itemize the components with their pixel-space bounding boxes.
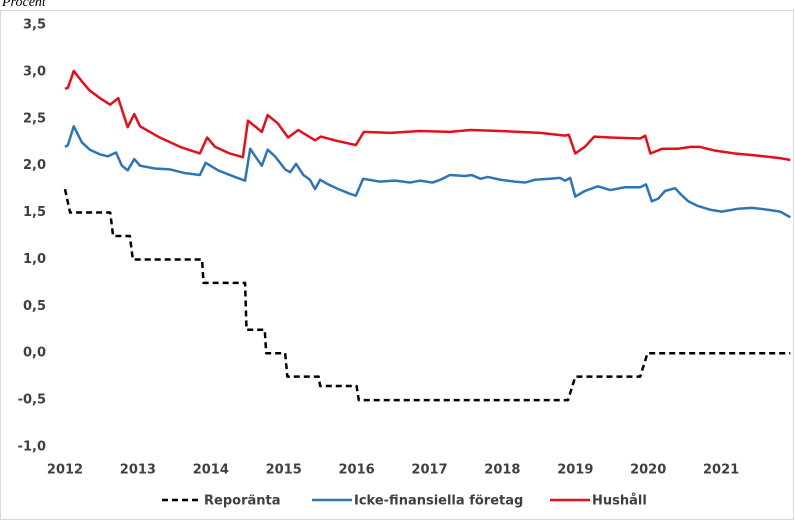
y-tick-label: 1,5	[23, 205, 46, 220]
x-tick-label: 2020	[630, 463, 666, 478]
y-tick-label: 3,5	[23, 18, 46, 33]
x-tick-label: 2015	[266, 463, 302, 478]
legend-label: Hushåll	[592, 494, 647, 509]
series-line	[64, 125, 791, 219]
y-tick-label: 3,0	[23, 64, 46, 79]
y-tick-label: 0,5	[23, 299, 46, 314]
x-tick-label: 2012	[47, 463, 83, 478]
y-tick-label: 1,0	[23, 252, 46, 267]
series-line	[64, 69, 791, 162]
y-tick-label: 2,0	[23, 158, 46, 173]
y-tick-label: 2,5	[23, 111, 46, 126]
chart-title: Procent	[1, 0, 47, 10]
x-tick-label: 2017	[411, 463, 447, 478]
y-tick-label: -0,5	[18, 393, 46, 408]
x-tick-label: 2016	[339, 463, 375, 478]
series-line	[63, 188, 791, 402]
x-tick-label: 2018	[484, 463, 520, 478]
y-tick-label: -1,0	[18, 440, 46, 455]
legend-label: Icke-finansiella företag	[354, 494, 523, 509]
legend-label: Reporänta	[204, 494, 281, 509]
x-tick-label: 2021	[703, 463, 739, 478]
x-tick-label: 2014	[193, 463, 229, 478]
y-tick-label: 0,0	[23, 346, 46, 361]
x-tick-label: 2013	[120, 463, 156, 478]
x-tick-label: 2019	[557, 463, 593, 478]
chart-frame	[0, 10, 794, 520]
